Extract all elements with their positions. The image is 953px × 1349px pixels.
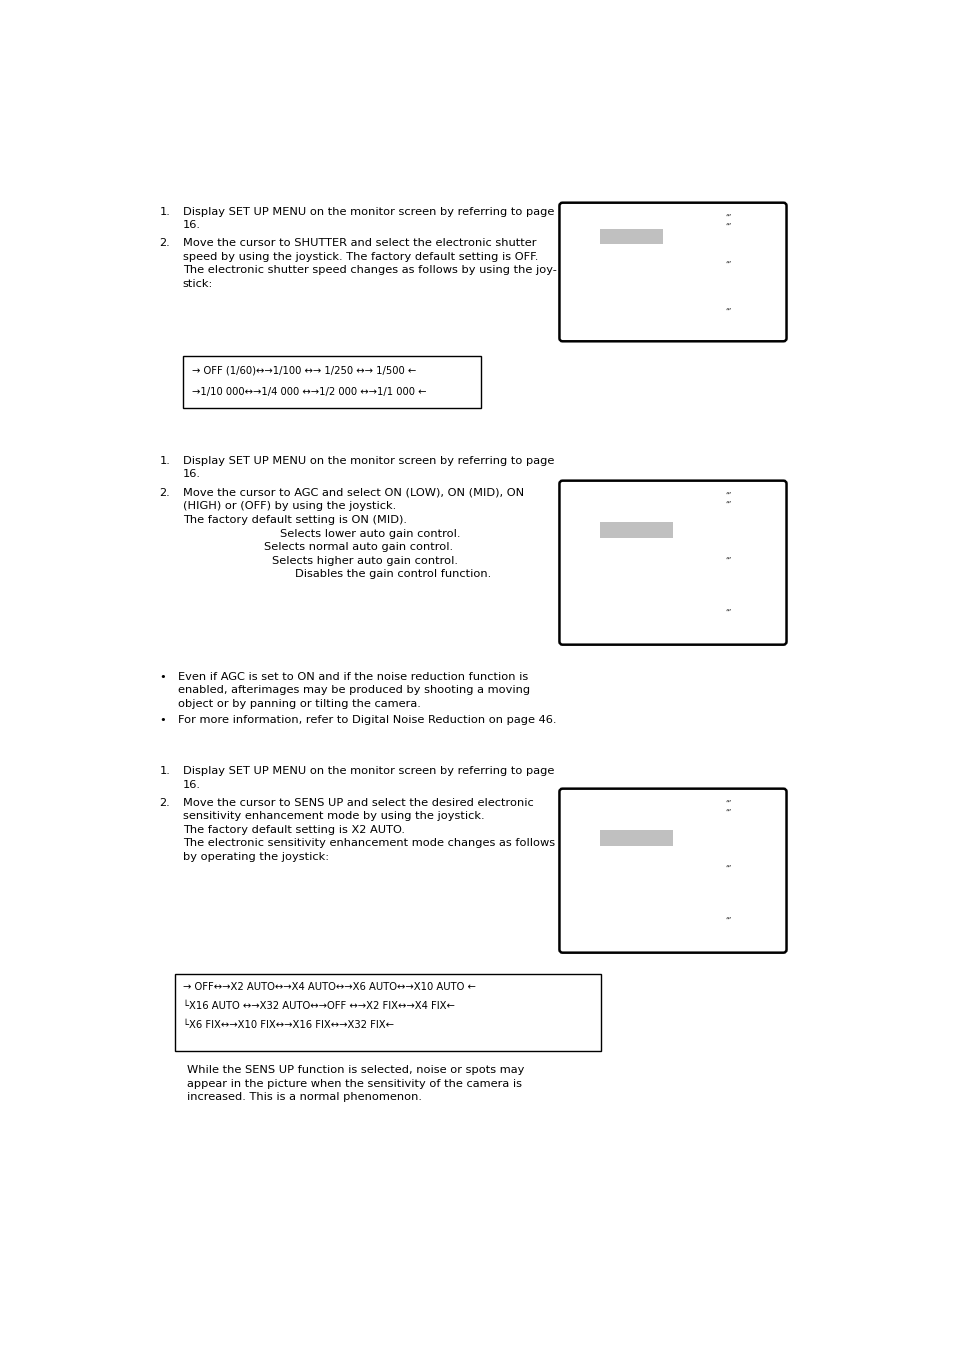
Text: Display SET UP MENU on the monitor screen by referring to page: Display SET UP MENU on the monitor scree…	[183, 766, 554, 776]
Text: sensitivity enhancement mode by using the joystick.: sensitivity enhancement mode by using th…	[183, 811, 484, 822]
Text: “’: “’	[724, 608, 731, 618]
FancyBboxPatch shape	[558, 480, 785, 645]
Text: Move the cursor to SHUTTER and select the electronic shutter: Move the cursor to SHUTTER and select th…	[183, 239, 536, 248]
Text: (HIGH) or (OFF) by using the joystick.: (HIGH) or (OFF) by using the joystick.	[183, 500, 395, 511]
Text: Disables the gain control function.: Disables the gain control function.	[294, 569, 491, 579]
Text: “’: “’	[724, 557, 731, 565]
Text: stick:: stick:	[183, 278, 213, 289]
Text: appear in the picture when the sensitivity of the camera is: appear in the picture when the sensitivi…	[187, 1079, 521, 1089]
Text: 16.: 16.	[183, 469, 200, 479]
Text: → OFF↔→X2 AUTO↔→X4 AUTO↔→X6 AUTO↔→X10 AUTO ←: → OFF↔→X2 AUTO↔→X4 AUTO↔→X6 AUTO↔→X10 AU…	[183, 982, 476, 992]
Text: enabled, afterimages may be produced by shooting a moving: enabled, afterimages may be produced by …	[178, 685, 530, 695]
Text: For more information, refer to Digital Noise Reduction on page 46.: For more information, refer to Digital N…	[178, 715, 556, 726]
Text: Display SET UP MENU on the monitor screen by referring to page: Display SET UP MENU on the monitor scree…	[183, 206, 554, 217]
Text: 2.: 2.	[159, 797, 171, 808]
Text: increased. This is a normal phenomenon.: increased. This is a normal phenomenon.	[187, 1093, 421, 1102]
Text: The electronic shutter speed changes as follows by using the joy-: The electronic shutter speed changes as …	[183, 264, 557, 275]
Text: “’: “’	[724, 800, 731, 808]
Bar	[599, 830, 673, 846]
Text: “’: “’	[724, 491, 731, 500]
Text: Move the cursor to AGC and select ON (LOW), ON (MID), ON: Move the cursor to AGC and select ON (LO…	[183, 487, 523, 498]
Text: The factory default setting is X2 AUTO.: The factory default setting is X2 AUTO.	[183, 824, 404, 835]
Text: “’: “’	[724, 865, 731, 874]
Text: •: •	[159, 715, 166, 726]
Text: Move the cursor to SENS UP and select the desired electronic: Move the cursor to SENS UP and select th…	[183, 797, 533, 808]
Text: └X16 AUTO ↔→X32 AUTO↔→OFF ↔→X2 FIX↔→X4 FIX←: └X16 AUTO ↔→X32 AUTO↔→OFF ↔→X2 FIX↔→X4 F…	[183, 1001, 455, 1012]
Text: └X6 FIX↔→X10 FIX↔→X16 FIX↔→X32 FIX←: └X6 FIX↔→X10 FIX↔→X16 FIX↔→X32 FIX←	[183, 1020, 394, 1031]
Text: → OFF (1/60)↔→1/100 ↔→ 1/250 ↔→ 1/500 ←: → OFF (1/60)↔→1/100 ↔→ 1/250 ↔→ 1/500 ←	[192, 366, 416, 376]
Text: Selects normal auto gain control.: Selects normal auto gain control.	[264, 542, 453, 552]
Text: 2.: 2.	[159, 487, 171, 498]
Text: 1.: 1.	[159, 456, 171, 465]
Bar	[174, 974, 600, 1051]
Text: “’: “’	[724, 223, 731, 232]
Text: 1.: 1.	[159, 206, 171, 217]
Text: Display SET UP MENU on the monitor screen by referring to page: Display SET UP MENU on the monitor scree…	[183, 456, 554, 465]
Text: “’: “’	[724, 213, 731, 223]
Text: The factory default setting is ON (MID).: The factory default setting is ON (MID).	[183, 514, 406, 525]
Text: 2.: 2.	[159, 239, 171, 248]
Text: →1/10 000↔→1/4 000 ↔→1/2 000 ↔→1/1 000 ←: →1/10 000↔→1/4 000 ↔→1/2 000 ↔→1/1 000 ←	[192, 387, 426, 397]
Text: “’: “’	[724, 262, 731, 270]
Text: The electronic sensitivity enhancement mode changes as follows: The electronic sensitivity enhancement m…	[183, 838, 555, 849]
Text: 16.: 16.	[183, 780, 200, 789]
Text: “’: “’	[724, 500, 731, 510]
Text: While the SENS UP function is selected, noise or spots may: While the SENS UP function is selected, …	[187, 1066, 523, 1075]
Text: Selects higher auto gain control.: Selects higher auto gain control.	[272, 556, 457, 565]
Bar	[599, 229, 662, 244]
Text: Even if AGC is set to ON and if the noise reduction function is: Even if AGC is set to ON and if the nois…	[178, 672, 528, 681]
FancyBboxPatch shape	[558, 202, 785, 341]
Text: 1.: 1.	[159, 766, 171, 776]
Bar	[183, 356, 480, 409]
Text: object or by panning or tilting the camera.: object or by panning or tilting the came…	[178, 699, 420, 708]
Text: Selects lower auto gain control.: Selects lower auto gain control.	[279, 529, 459, 538]
Text: speed by using the joystick. The factory default setting is OFF.: speed by using the joystick. The factory…	[183, 251, 537, 262]
Text: •: •	[159, 672, 166, 681]
Text: “’: “’	[724, 916, 731, 925]
Text: “’: “’	[724, 308, 731, 317]
Text: 16.: 16.	[183, 220, 200, 231]
FancyBboxPatch shape	[558, 789, 785, 952]
Text: by operating the joystick:: by operating the joystick:	[183, 851, 329, 862]
Text: “’: “’	[724, 808, 731, 817]
Bar	[599, 522, 673, 538]
